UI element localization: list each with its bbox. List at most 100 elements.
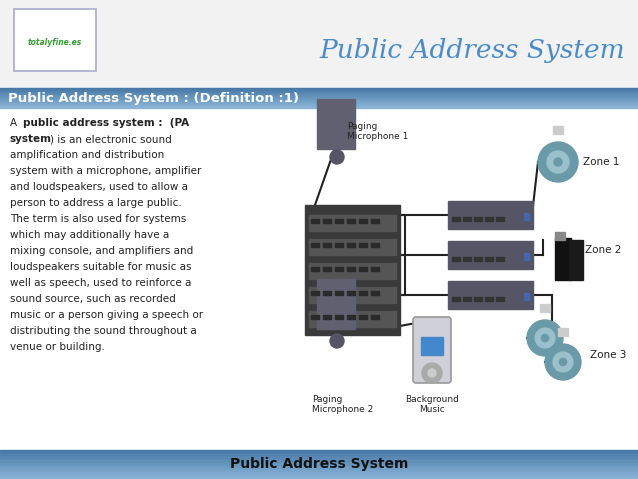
Bar — [309, 215, 396, 231]
Circle shape — [330, 334, 344, 348]
Bar — [359, 315, 367, 319]
Bar — [305, 205, 400, 335]
Bar — [0, 105, 638, 106]
Text: and loudspeakers, used to allow a: and loudspeakers, used to allow a — [10, 182, 188, 192]
Bar — [0, 476, 638, 478]
Circle shape — [547, 151, 569, 173]
Bar — [558, 328, 568, 336]
Text: Public Address System: Public Address System — [230, 457, 408, 471]
Text: ) is an electronic sound: ) is an electronic sound — [50, 134, 172, 144]
Text: Public Address System : (Definition :1): Public Address System : (Definition :1) — [8, 91, 299, 104]
Text: Zone 1: Zone 1 — [583, 157, 619, 167]
Bar — [0, 451, 638, 453]
Text: A: A — [10, 118, 20, 128]
Bar — [347, 315, 355, 319]
Bar — [359, 243, 367, 247]
Bar — [496, 297, 504, 301]
Bar — [323, 315, 331, 319]
Text: The term is also used for systems: The term is also used for systems — [10, 214, 186, 224]
Bar — [0, 101, 638, 102]
Bar — [0, 450, 638, 451]
Bar — [0, 97, 638, 98]
Circle shape — [560, 358, 567, 365]
Circle shape — [554, 158, 562, 166]
Text: totalyfine.es: totalyfine.es — [28, 37, 82, 46]
Bar — [0, 457, 638, 459]
Bar — [0, 103, 638, 104]
Bar — [0, 463, 638, 465]
Text: person to address a large public.: person to address a large public. — [10, 198, 182, 208]
Bar — [0, 460, 638, 462]
Bar — [540, 304, 550, 312]
Bar — [0, 0, 638, 88]
Circle shape — [545, 344, 581, 380]
Circle shape — [422, 363, 442, 383]
Bar — [448, 241, 533, 269]
Bar — [0, 93, 638, 94]
Text: well as speech, used to reinforce a: well as speech, used to reinforce a — [10, 278, 191, 288]
Bar — [0, 469, 638, 470]
Bar — [555, 232, 565, 240]
Bar — [0, 96, 638, 97]
Bar — [359, 267, 367, 271]
Text: Zone 3: Zone 3 — [590, 350, 627, 360]
Bar — [317, 279, 355, 329]
Bar — [485, 297, 493, 301]
Bar — [347, 267, 355, 271]
Bar — [463, 257, 471, 261]
Bar — [485, 257, 493, 261]
Bar — [311, 315, 319, 319]
Text: music or a person giving a speech or: music or a person giving a speech or — [10, 310, 203, 320]
Circle shape — [542, 334, 549, 342]
Bar — [371, 291, 379, 295]
Bar — [335, 315, 343, 319]
Bar — [0, 90, 638, 91]
Bar — [452, 297, 460, 301]
Bar — [311, 219, 319, 223]
Bar — [347, 219, 355, 223]
Bar — [0, 104, 638, 105]
Bar — [0, 455, 638, 456]
Bar — [323, 243, 331, 247]
Bar — [0, 91, 638, 92]
Bar — [323, 219, 331, 223]
Circle shape — [535, 328, 555, 348]
Text: Zone 2: Zone 2 — [585, 245, 621, 255]
Bar — [0, 465, 638, 466]
Bar — [0, 470, 638, 472]
Bar — [323, 291, 331, 295]
Bar — [0, 99, 638, 100]
Bar — [0, 89, 638, 90]
Circle shape — [538, 142, 578, 182]
Text: Public Address System: Public Address System — [320, 37, 625, 62]
Bar — [0, 468, 638, 469]
Bar — [0, 466, 638, 468]
Text: system with a microphone, amplifier: system with a microphone, amplifier — [10, 166, 202, 176]
Bar — [311, 243, 319, 247]
Bar — [463, 217, 471, 221]
Bar — [0, 102, 638, 103]
Bar — [474, 217, 482, 221]
Bar — [309, 239, 396, 255]
Text: Paging
Microphone 1: Paging Microphone 1 — [347, 122, 408, 141]
Bar — [452, 257, 460, 261]
Bar — [359, 291, 367, 295]
Bar — [0, 473, 638, 475]
Bar — [569, 240, 583, 280]
Bar — [0, 107, 638, 108]
Bar — [0, 95, 638, 96]
Bar — [524, 213, 529, 220]
Bar — [474, 297, 482, 301]
Bar — [0, 98, 638, 99]
Bar — [371, 315, 379, 319]
Bar — [448, 201, 533, 229]
Bar — [0, 459, 638, 460]
Bar — [485, 217, 493, 221]
Bar — [309, 263, 396, 279]
Bar — [371, 267, 379, 271]
Bar — [452, 217, 460, 221]
Bar — [311, 267, 319, 271]
Text: public address system :  (PA: public address system : (PA — [23, 118, 189, 128]
Bar — [463, 297, 471, 301]
Text: loudspeakers suitable for music as: loudspeakers suitable for music as — [10, 262, 191, 272]
